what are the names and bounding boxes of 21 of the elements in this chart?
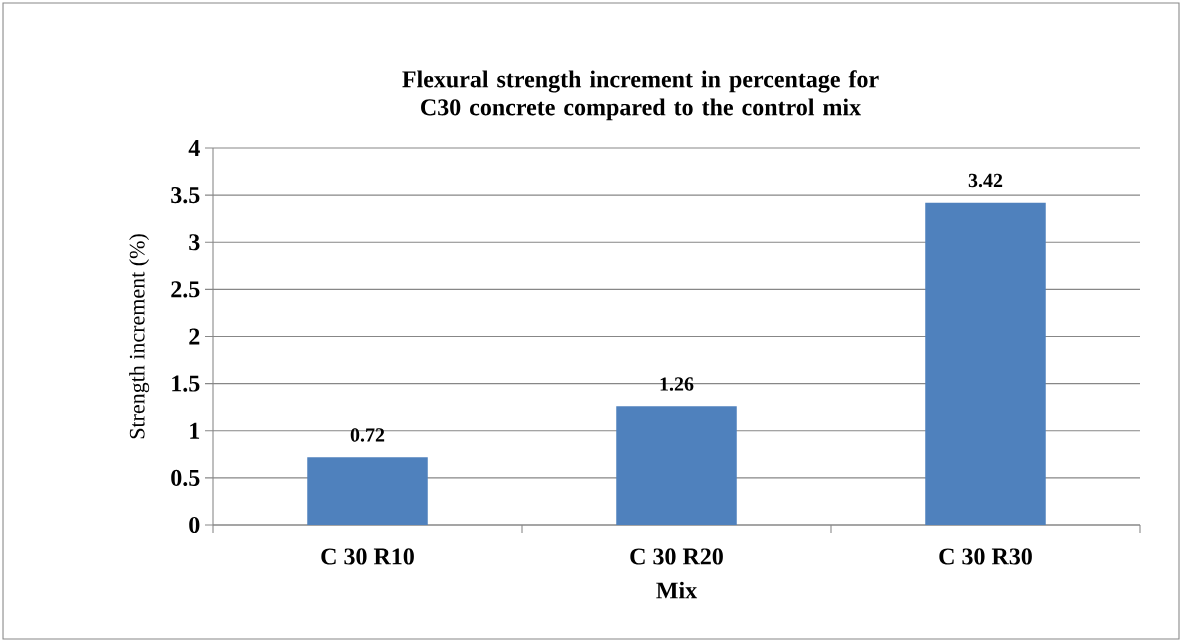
y-axis-title: Strength increment (%) [129,234,150,439]
x-tick-label: C 30 R20 [630,548,723,565]
data-label: 3.42 [968,173,1003,188]
y-tick-label: 2 [189,328,200,345]
x-tick-label: C 30 R30 [939,548,1032,565]
chart-title: Flexural strength increment in percentage for C30 concrete compared to the control mix [402,70,879,121]
y-tick-label: 1 [190,422,200,439]
x-tick-label: C 30 R10 [321,548,414,565]
data-label: 1.26 [660,377,694,391]
y-tick-label: 0 [189,516,200,534]
x-axis-title: Mix [656,581,698,599]
bar [307,457,428,525]
y-tick-label: 0.5 [171,469,200,487]
y-tick-label: 3 [189,234,200,251]
y-tick-label: 4 [188,140,200,156]
y-tick-label: 1.5 [172,375,200,392]
data-label: 0.72 [350,428,385,442]
y-tick-label: 2.5 [171,281,200,298]
bar [925,202,1046,525]
y-tick-label: 3.5 [171,187,200,204]
bar [616,406,737,525]
